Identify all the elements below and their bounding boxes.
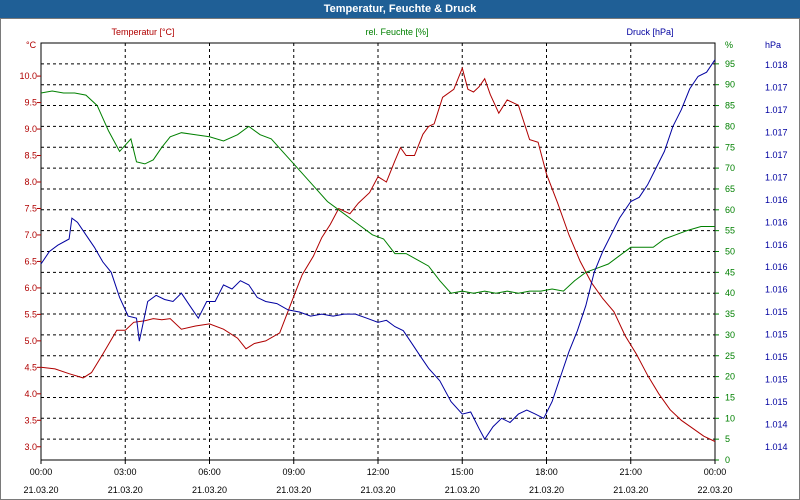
- left-axis-unit-label: °C: [26, 40, 37, 50]
- pressure-tick-label: 1.018: [765, 60, 788, 70]
- date-tick-label: 21.03.20: [276, 485, 311, 495]
- pressure-tick-label: 1.017: [765, 82, 788, 92]
- humidity-tick-label: 80: [725, 121, 735, 131]
- series-line-pressure: [40, 59, 716, 441]
- pressure-tick-label: 1.017: [765, 127, 788, 137]
- time-tick-label: 18:00: [535, 467, 558, 477]
- temperature-tick-label: 8.5: [24, 151, 37, 161]
- pressure-tick-label: 1.014: [765, 442, 788, 452]
- humidity-tick-label: 60: [725, 205, 735, 215]
- time-tick-label: 03:00: [114, 467, 137, 477]
- date-tick-label: 21.03.20: [23, 485, 58, 495]
- temperature-tick-label: 8.0: [24, 177, 37, 187]
- pressure-tick-label: 1.016: [765, 285, 788, 295]
- humidity-tick-label: 20: [725, 372, 735, 382]
- series-line-humidity: [40, 90, 715, 294]
- right-axis-unit-label-pressure: hPa: [765, 40, 781, 50]
- time-tick-label: 00:00: [704, 467, 727, 477]
- time-tick-label: 12:00: [367, 467, 390, 477]
- series-line-temperature: [40, 66, 716, 442]
- temperature-tick-label: 7.5: [24, 203, 37, 213]
- humidity-tick-label: 5: [725, 434, 730, 444]
- pressure-tick-label: 1.017: [765, 105, 788, 115]
- window-title: Temperatur, Feuchte & Druck: [0, 0, 800, 18]
- pressure-tick-label: 1.015: [765, 397, 788, 407]
- legend-temperature: Temperatur [°C]: [111, 27, 174, 37]
- pressure-tick-label: 1.015: [765, 375, 788, 385]
- pressure-tick-label: 1.014: [765, 420, 788, 430]
- temperature-tick-label: 3.0: [24, 442, 37, 452]
- chart-panel: °C % hPa Temperatur [°C] rel. Feuchte [%…: [0, 18, 800, 500]
- humidity-tick-label: 85: [725, 101, 735, 111]
- humidity-tick-label: 65: [725, 184, 735, 194]
- date-tick-label: 21.03.20: [445, 485, 480, 495]
- humidity-tick-label: 40: [725, 288, 735, 298]
- pressure-tick-label: 1.016: [765, 195, 788, 205]
- temperature-tick-label: 6.5: [24, 256, 37, 266]
- humidity-tick-label: 55: [725, 226, 735, 236]
- date-tick-label: 21.03.20: [360, 485, 395, 495]
- time-tick-label: 15:00: [451, 467, 474, 477]
- humidity-tick-label: 95: [725, 59, 735, 69]
- legend-humidity: rel. Feuchte [%]: [365, 27, 428, 37]
- pressure-tick-label: 1.017: [765, 172, 788, 182]
- time-tick-label: 06:00: [198, 467, 221, 477]
- legend-pressure: Druck [hPa]: [626, 27, 673, 37]
- humidity-tick-label: 45: [725, 267, 735, 277]
- pressure-tick-label: 1.016: [765, 262, 788, 272]
- humidity-tick-label: 35: [725, 309, 735, 319]
- temperature-tick-label: 5.5: [24, 309, 37, 319]
- temperature-tick-label: 6.0: [24, 283, 37, 293]
- date-tick-label: 22.03.20: [697, 485, 732, 495]
- humidity-tick-label: 15: [725, 392, 735, 402]
- humidity-tick-label: 75: [725, 142, 735, 152]
- temperature-tick-label: 9.0: [24, 124, 37, 134]
- date-tick-label: 21.03.20: [529, 485, 564, 495]
- time-tick-label: 09:00: [282, 467, 305, 477]
- humidity-tick-label: 25: [725, 351, 735, 361]
- humidity-tick-label: 70: [725, 163, 735, 173]
- temperature-tick-label: 7.0: [24, 230, 37, 240]
- temperature-tick-label: 9.5: [24, 98, 37, 108]
- humidity-tick-label: 50: [725, 247, 735, 257]
- line-chart: °C % hPa Temperatur [°C] rel. Feuchte [%…: [19, 27, 788, 495]
- temperature-tick-label: 4.0: [24, 389, 37, 399]
- humidity-tick-label: 10: [725, 413, 735, 423]
- humidity-tick-label: 30: [725, 330, 735, 340]
- humidity-tick-label: 0: [725, 455, 730, 465]
- temperature-tick-label: 10.0: [19, 71, 37, 81]
- pressure-tick-label: 1.016: [765, 240, 788, 250]
- temperature-tick-label: 5.0: [24, 336, 37, 346]
- date-tick-label: 21.03.20: [192, 485, 227, 495]
- pressure-tick-label: 1.015: [765, 352, 788, 362]
- temperature-tick-label: 3.5: [24, 415, 37, 425]
- pressure-tick-label: 1.017: [765, 150, 788, 160]
- pressure-tick-label: 1.015: [765, 330, 788, 340]
- temperature-tick-label: 4.5: [24, 362, 37, 372]
- time-tick-label: 21:00: [619, 467, 642, 477]
- pressure-tick-label: 1.015: [765, 307, 788, 317]
- humidity-tick-label: 90: [725, 80, 735, 90]
- date-tick-label: 21.03.20: [613, 485, 648, 495]
- time-tick-label: 00:00: [30, 467, 53, 477]
- date-tick-label: 21.03.20: [108, 485, 143, 495]
- pressure-tick-label: 1.016: [765, 217, 788, 227]
- right-axis-unit-label-humidity: %: [725, 40, 733, 50]
